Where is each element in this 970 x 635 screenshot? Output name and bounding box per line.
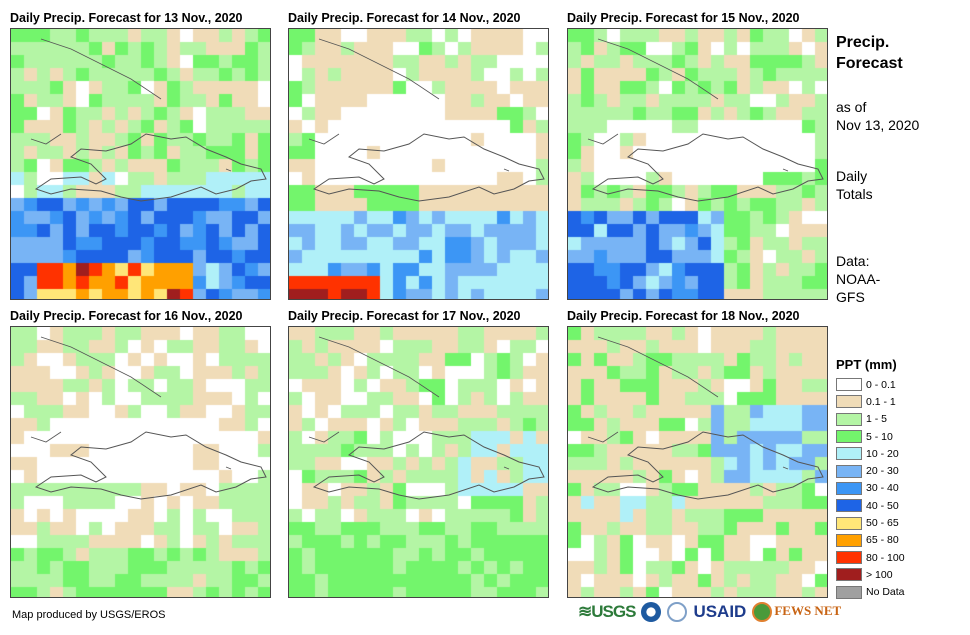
legend-swatch [836, 464, 862, 478]
as-of-label: as of [836, 99, 867, 115]
legend-item: 65 - 80 [836, 532, 905, 549]
map-panel-2 [288, 28, 549, 300]
coastline-outline [587, 336, 824, 500]
legend-label: 40 - 50 [866, 499, 899, 512]
map-panel-1 [10, 28, 271, 300]
legend-swatch [836, 551, 862, 565]
coastline-outline [308, 336, 545, 500]
panel-title-4: Daily Precip. Forecast for 16 Nov., 2020 [10, 309, 243, 323]
legend-label: 65 - 80 [866, 534, 899, 547]
legend-swatch [836, 395, 862, 409]
map-panel-5 [288, 326, 549, 598]
dos-seal-logo [667, 602, 688, 622]
legend-swatch [836, 378, 862, 392]
legend-label: 30 - 40 [866, 482, 899, 495]
data-source: Data: NOAA- GFS [836, 252, 880, 306]
side-title: Precip. Forecast [836, 32, 903, 74]
map-panel-3 [567, 28, 828, 300]
coastline-outline [30, 38, 267, 202]
legend-item: 10 - 20 [836, 445, 905, 462]
panel-title-2: Daily Precip. Forecast for 14 Nov., 2020 [288, 11, 521, 25]
legend-swatch [836, 481, 862, 495]
legend: PPT (mm) 0 - 0.1 0.1 - 1 1 - 5 5 - 10 10 - 2… [836, 357, 905, 601]
legend-label: 10 - 20 [866, 447, 899, 460]
legend-item: No Data [836, 584, 905, 601]
panel-title-3: Daily Precip. Forecast for 15 Nov., 2020 [567, 11, 800, 25]
legend-item: 80 - 100 [836, 549, 905, 566]
totals-label: Totals [836, 186, 873, 202]
legend-swatch [836, 585, 862, 599]
data-source-line: NOAA- [836, 271, 881, 287]
legend-swatch [836, 447, 862, 461]
legend-swatch [836, 533, 862, 547]
map-panel-6 [567, 326, 828, 598]
legend-item: 30 - 40 [836, 480, 905, 497]
legend-swatch [836, 412, 862, 426]
legend-label: 1 - 5 [866, 413, 888, 426]
legend-label: 80 - 100 [866, 551, 905, 564]
daily-label: Daily [836, 168, 868, 184]
panel-title-1: Daily Precip. Forecast for 13 Nov., 2020 [10, 11, 243, 25]
daily-totals: Daily Totals [836, 167, 873, 203]
legend-label: 20 - 30 [866, 465, 899, 478]
coastline-outline [587, 38, 824, 202]
legend-item: 20 - 30 [836, 462, 905, 479]
noaa-logo [641, 602, 662, 622]
legend-swatch [836, 430, 862, 444]
legend-item: 5 - 10 [836, 428, 905, 445]
legend-item: 0 - 0.1 [836, 376, 905, 393]
legend-label: 0.1 - 1 [866, 395, 896, 408]
legend-swatch [836, 568, 862, 582]
legend-item: 50 - 65 [836, 514, 905, 531]
panel-title-5: Daily Precip. Forecast for 17 Nov., 2020 [288, 309, 521, 323]
fews-net-logo: FEWS NET [752, 602, 841, 622]
legend-swatch [836, 499, 862, 513]
legend-swatch [836, 516, 862, 530]
usgs-logo: ≋USGS [578, 602, 636, 621]
legend-label: > 100 [866, 568, 893, 581]
legend-item: > 100 [836, 566, 905, 583]
as-of-date: as of Nov 13, 2020 [836, 98, 919, 134]
legend-item: 40 - 50 [836, 497, 905, 514]
title-line: Forecast [836, 55, 903, 72]
legend-item: 0.1 - 1 [836, 393, 905, 410]
legend-label: 5 - 10 [866, 430, 893, 443]
panel-title-6: Daily Precip. Forecast for 18 Nov., 2020 [567, 309, 800, 323]
coastline-outline [308, 38, 545, 202]
title-line: Precip. [836, 34, 890, 51]
logos: ≋USGS USAID FEWS NET [578, 602, 841, 622]
legend-label: 50 - 65 [866, 517, 899, 530]
credit-text: Map produced by USGS/EROS [12, 609, 166, 621]
as-of-value: Nov 13, 2020 [836, 117, 920, 133]
data-label: Data: [836, 253, 870, 269]
legend-label: 0 - 0.1 [866, 378, 896, 391]
legend-label: No Data [866, 586, 905, 599]
usaid-logo: USAID [693, 602, 747, 621]
coastline-outline [30, 336, 267, 500]
data-source-line: GFS [836, 289, 865, 305]
legend-item: 1 - 5 [836, 411, 905, 428]
legend-title: PPT (mm) [836, 357, 897, 372]
map-panel-4 [10, 326, 271, 598]
